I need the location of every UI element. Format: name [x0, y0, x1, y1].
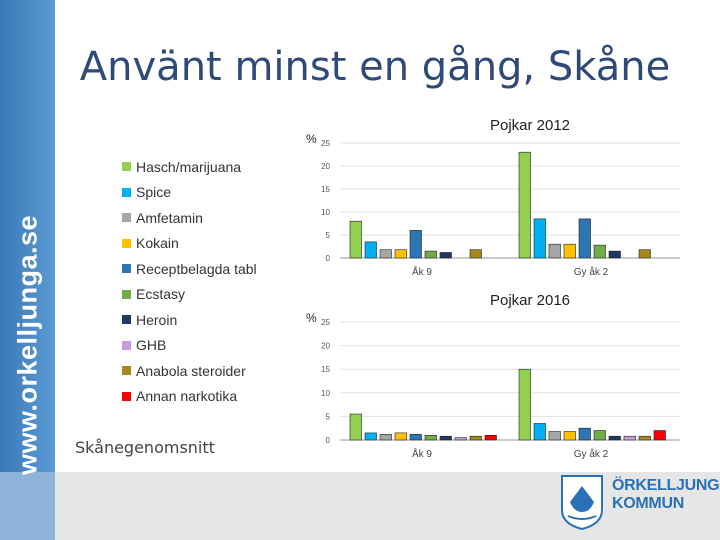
y-unit-label: % [306, 311, 317, 325]
legend-label: GHB [136, 337, 167, 354]
bar [653, 430, 666, 441]
bar [454, 437, 467, 441]
legend-label: Spice [136, 184, 172, 201]
bar [638, 435, 651, 441]
bar [469, 435, 482, 441]
legend-label: Hasch/marijuana [136, 158, 242, 175]
bar [394, 249, 407, 259]
y-tick-label: 15 [321, 365, 330, 374]
x-category-label: Gy åk 2 [574, 266, 609, 278]
legend-swatch [122, 289, 131, 299]
bar [533, 218, 546, 259]
legend-swatch [122, 391, 131, 401]
legend-label: Annan narkotika [136, 388, 238, 405]
y-tick-label: 15 [321, 185, 330, 194]
legend-item: Annan narkotika [122, 384, 257, 410]
legend-item: Anabola steroider [122, 358, 257, 384]
y-tick-label: 5 [326, 231, 331, 240]
bar [578, 218, 591, 259]
legend-label: Amfetamin [136, 209, 203, 226]
bar [424, 434, 437, 441]
bar [563, 243, 576, 259]
legend-swatch [122, 366, 131, 376]
y-unit-label: % [306, 132, 317, 146]
legend-label: Anabola steroider [136, 362, 246, 379]
legend-label: Ecstasy [136, 286, 186, 303]
y-tick-label: 0 [326, 254, 331, 263]
legend-swatch [122, 315, 131, 325]
bar [424, 250, 437, 259]
legend-item: Receptbelagda tabl [122, 256, 257, 282]
bar [364, 241, 377, 259]
legend-item: Spice [122, 180, 257, 206]
bar [409, 434, 422, 441]
legend-swatch [122, 264, 131, 274]
bar [518, 368, 531, 441]
bar [484, 434, 497, 441]
kommun-logo-text: ÖRKELLJUNGA KOMMUN [612, 477, 720, 513]
logo-line-1: ÖRKELLJUNGA [612, 477, 720, 494]
bar [439, 252, 452, 259]
y-tick-label: 5 [326, 412, 331, 421]
bar [409, 230, 422, 259]
y-tick-label: 20 [321, 342, 330, 351]
legend-swatch [122, 238, 131, 248]
y-tick-label: 10 [321, 208, 330, 217]
bar [608, 250, 621, 259]
x-category-label: Gy åk 2 [574, 448, 609, 460]
bar [533, 423, 546, 441]
legend-swatch [122, 213, 131, 223]
bar [623, 435, 636, 441]
x-category-label: Åk 9 [412, 265, 432, 278]
legend-label: Receptbelagda tabl [136, 260, 257, 277]
bar [608, 435, 621, 441]
bar [349, 413, 362, 441]
y-tick-label: 20 [321, 162, 330, 171]
page-title: Använt minst en gång, Skåne [79, 44, 671, 90]
side-band [0, 0, 55, 472]
side-band-lower [0, 472, 55, 540]
bar [548, 431, 561, 441]
chart-title: Pojkar 2012 [490, 117, 570, 134]
bar [638, 249, 651, 259]
bar [379, 249, 392, 259]
bar [563, 431, 576, 441]
y-tick-label: 25 [321, 318, 330, 327]
legend-label: Heroin [136, 311, 178, 328]
footer-band [55, 472, 720, 540]
legend-swatch [122, 187, 131, 197]
legend-item: Heroin [122, 307, 257, 333]
bar [349, 220, 362, 259]
legend-item: Amfetamin [122, 205, 257, 231]
legend-swatch [122, 162, 131, 172]
y-tick-label: 0 [326, 436, 331, 445]
legend-label: Kokain [136, 235, 179, 252]
legend-swatch [122, 340, 131, 350]
x-category-label: Åk 9 [412, 447, 432, 460]
chart-title: Pojkar 2016 [490, 292, 570, 309]
bar [469, 249, 482, 259]
kommun-logo-icon [561, 475, 603, 531]
bar [578, 427, 591, 441]
bar [439, 435, 452, 441]
bar [518, 151, 531, 259]
bar [593, 430, 606, 441]
legend-item: Ecstasy [122, 282, 257, 308]
logo-line-2: KOMMUN [612, 495, 684, 512]
legend-item: Kokain [122, 231, 257, 257]
y-tick-label: 25 [321, 139, 330, 148]
legend-item: Hasch/marijuana [122, 154, 257, 180]
legend-item: GHB [122, 333, 257, 359]
chart-legend: Hasch/marijuana Spice Amfetamin Kokain R… [122, 154, 257, 409]
y-tick-label: 10 [321, 389, 330, 398]
bar [548, 243, 561, 259]
bar [364, 432, 377, 441]
skanegenomsnitt-label: Skånegenomsnitt [75, 438, 215, 457]
bar [593, 244, 606, 259]
bar [394, 432, 407, 441]
bar [379, 434, 392, 441]
